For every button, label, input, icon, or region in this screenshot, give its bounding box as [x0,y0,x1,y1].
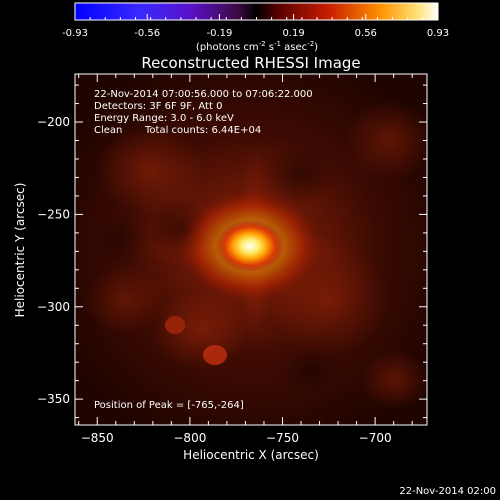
peak-position-text: Position of Peak = [-765,-264] [94,400,244,411]
heatmap-image [75,74,427,425]
colorbar-units: (photons cm-2 s-1 asec-2) [196,40,318,53]
colorbar-tick-labels: -0.93 -0.56 -0.19 0.19 0.56 0.93 [62,28,449,39]
colorbar-tick-label: -0.93 [62,28,88,39]
colorbar-tick-label: 0.56 [355,28,377,39]
axes-ticks: −850 −800 −750 −700 −200 −250 −300 −350 [37,74,427,445]
colorbar-tick-label: 0.19 [282,28,304,39]
x-tick-label: −800 [173,431,206,445]
colorbar-tick-label: -0.56 [134,28,160,39]
x-axis-label: Heliocentric X (arcsec) [183,448,319,462]
detectors-text: Detectors: 3F 6F 9F, Att 0 [94,101,222,112]
y-tick-label: −350 [37,392,70,406]
x-tick-label: −750 [266,431,299,445]
time-range-text: 22-Nov-2014 07:00:56.000 to 07:06:22.000 [94,89,313,100]
x-tick-label: −850 [81,431,114,445]
method-text: Clean [94,125,122,136]
y-tick-label: −300 [37,300,70,314]
colorbar-tick-label: 0.93 [427,28,449,39]
colorbar-tick-label: -0.19 [206,28,232,39]
total-counts-text: Total counts: 6.44E+04 [144,125,261,136]
x-tick-label: −700 [359,431,392,445]
energy-range-text: Energy Range: 3.0 - 6.0 keV [94,113,234,124]
annotations: 22-Nov-2014 07:00:56.000 to 07:06:22.000… [94,89,313,411]
y-axis-label: Heliocentric Y (arcsec) [13,183,27,318]
y-tick-label: −250 [37,207,70,221]
footer-timestamp: 22-Nov-2014 02:00 [399,486,496,497]
colorbar-ticks [74,14,439,20]
plot-frame [74,73,428,426]
y-tick-label: −200 [37,115,70,129]
chart-title: Reconstructed RHESSI Image [141,54,360,72]
